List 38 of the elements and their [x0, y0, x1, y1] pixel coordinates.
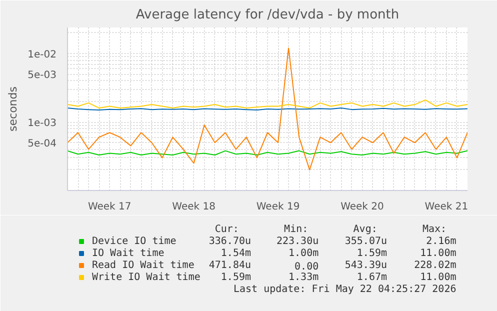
text: Max:	[422, 224, 447, 235]
text: Min:	[284, 224, 308, 235]
x-tick-label: Week 18	[172, 202, 216, 212]
text: 0.00	[294, 262, 319, 272]
text: 1.33m	[288, 272, 319, 283]
line-series	[68, 99, 468, 109]
x-tick-label: Week 19	[256, 202, 300, 212]
y-tick-label: 1e-02	[28, 50, 57, 61]
text: 2.16m	[426, 236, 456, 247]
line-series	[68, 48, 468, 170]
text: 1.67m	[356, 272, 388, 283]
text: 336.70u	[208, 236, 252, 247]
text: Cur:	[214, 224, 239, 235]
text: 228.02m	[414, 260, 456, 271]
text: 1.00m	[288, 248, 319, 259]
text: 223.30u	[276, 236, 319, 247]
y-tick-label: 5e-03	[28, 70, 57, 82]
x-tick-label: Week 20	[340, 202, 384, 212]
text: Avg:	[353, 224, 378, 235]
text: 1.59m	[356, 248, 388, 259]
legend-label: Device IO time	[92, 235, 176, 247]
text: 471.84u	[208, 260, 252, 271]
text: Last update: Fri May 22 04:25:27 2026	[233, 284, 456, 295]
legend-label: Read IO Wait time	[92, 259, 194, 271]
text: 355.07u	[344, 236, 388, 247]
y-tick-label: 5e-04	[28, 138, 57, 150]
x-tick-label: Week 21	[424, 202, 468, 212]
y-tick-label: 1e-03	[28, 118, 57, 130]
text: 1.59m	[220, 272, 252, 283]
legend-label: Write IO Wait time	[92, 271, 200, 283]
text: 1.54m	[220, 248, 252, 259]
text: 11.00m	[420, 272, 456, 283]
chart-title: Average latency for /dev/vda - by month	[136, 8, 400, 22]
x-tick-label: Week 17	[88, 202, 132, 212]
text: 11.00m	[420, 248, 456, 259]
y-axis-title: seconds	[6, 86, 20, 132]
legend-label: IO Wait time	[92, 247, 164, 259]
text: 543.39u	[344, 260, 388, 271]
